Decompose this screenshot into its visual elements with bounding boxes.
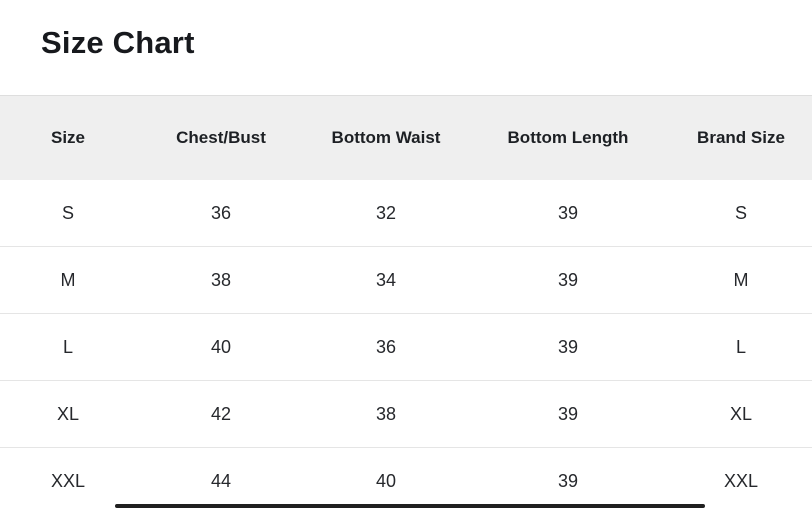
cell-bottom-length: 39 <box>466 381 670 448</box>
column-header-bottom-waist: Bottom Waist <box>306 96 466 181</box>
size-chart-table: Size Chest/Bust Bottom Waist Bottom Leng… <box>0 95 812 514</box>
cell-chest-bust: 40 <box>136 314 306 381</box>
table-row-xl: XL 42 38 39 XL <box>0 381 812 448</box>
cell-chest-bust: 36 <box>136 180 306 247</box>
cell-brand-size: XL <box>670 381 812 448</box>
horizontal-scrollbar-thumb[interactable] <box>115 504 705 508</box>
cell-chest-bust: 42 <box>136 381 306 448</box>
cell-bottom-length: 39 <box>466 314 670 381</box>
cell-size: S <box>0 180 136 247</box>
cell-chest-bust: 38 <box>136 247 306 314</box>
cell-size: L <box>0 314 136 381</box>
cell-bottom-waist: 36 <box>306 314 466 381</box>
cell-bottom-waist: 38 <box>306 381 466 448</box>
header-row: Size Chest/Bust Bottom Waist Bottom Leng… <box>0 96 812 181</box>
column-header-size: Size <box>0 96 136 181</box>
table-row-l: L 40 36 39 L <box>0 314 812 381</box>
cell-brand-size: S <box>670 180 812 247</box>
cell-size: XL <box>0 381 136 448</box>
cell-brand-size: L <box>670 314 812 381</box>
cell-bottom-waist: 34 <box>306 247 466 314</box>
table-header: Size Chest/Bust Bottom Waist Bottom Leng… <box>0 96 812 181</box>
cell-size: M <box>0 247 136 314</box>
page-title: Size Chart <box>0 0 812 62</box>
column-header-chest-bust: Chest/Bust <box>136 96 306 181</box>
column-header-bottom-length: Bottom Length <box>466 96 670 181</box>
table-row-m: M 38 34 39 M <box>0 247 812 314</box>
column-header-brand-size: Brand Size <box>670 96 812 181</box>
cell-bottom-waist: 32 <box>306 180 466 247</box>
table-row-s: S 36 32 39 S <box>0 180 812 247</box>
cell-bottom-length: 39 <box>466 180 670 247</box>
table-body: S 36 32 39 S M 38 34 39 M L 40 36 39 L <box>0 180 812 514</box>
cell-brand-size: M <box>670 247 812 314</box>
cell-bottom-length: 39 <box>466 247 670 314</box>
